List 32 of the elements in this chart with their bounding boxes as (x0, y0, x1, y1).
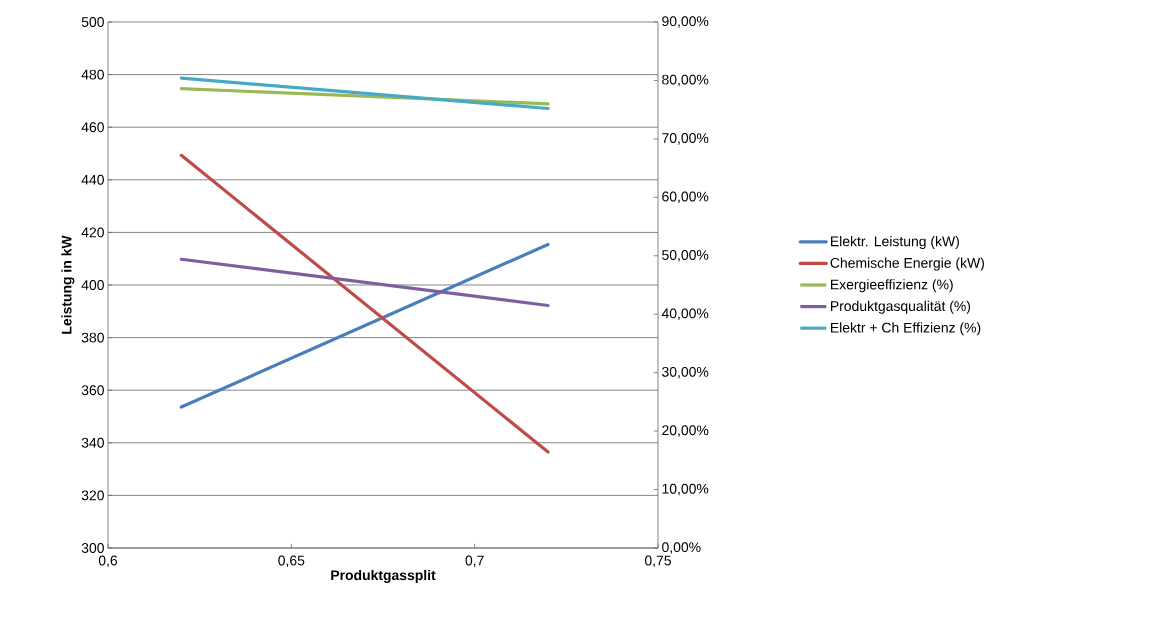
x-axis-title: Produktgassplit (331, 569, 436, 583)
y-tick-label: 480 (81, 69, 104, 80)
y2-tick-label: 90,00% (662, 16, 709, 28)
y-tick-label: 360 (81, 385, 104, 396)
y-tick-label: 380 (81, 332, 104, 343)
y-tick-label: 440 (81, 174, 104, 185)
legend-label: Elektr. Leistung (kW) (831, 236, 959, 250)
y2-tick-label: 80,00% (662, 74, 709, 87)
y2-tick-label: 30,00% (662, 366, 709, 379)
legend-label: Elektr + Ch Effizienz (%) (831, 322, 981, 336)
y2-tick-label: 40,00% (661, 308, 709, 320)
y2-tick-label: 60,00% (662, 191, 709, 204)
y2-tick-label: 50,00% (662, 250, 709, 262)
y-tick-label: 400 (81, 280, 104, 290)
x-tick-label: 0,6 (98, 555, 118, 568)
y-tick-label: 320 (81, 490, 104, 501)
y2-tick-label: 70,00% (662, 133, 709, 145)
y-tick-label: 420 (81, 227, 104, 238)
legend-label: Chemische Energie (kW) (830, 257, 984, 271)
x-tick-label: 0,7 (465, 555, 484, 568)
x-tick-label: 0,75 (644, 555, 671, 568)
y-tick-label: 340 (81, 437, 104, 448)
legend-label: Exergieeffizienz (%) (831, 279, 953, 293)
y-tick-label: 500 (81, 17, 104, 27)
y-tick-label: 460 (81, 122, 104, 133)
y-axis-title: Leistung in kW (61, 235, 75, 334)
x-tick-label: 0,65 (278, 555, 305, 568)
y-tick-label: 300 (81, 543, 104, 553)
y2-tick-label: 20,00% (662, 425, 709, 437)
y2-tick-label: 0,00% (662, 542, 701, 554)
y2-tick-label: 10,00% (662, 483, 709, 496)
legend-label: Produktgasqualität (%) (831, 300, 971, 314)
